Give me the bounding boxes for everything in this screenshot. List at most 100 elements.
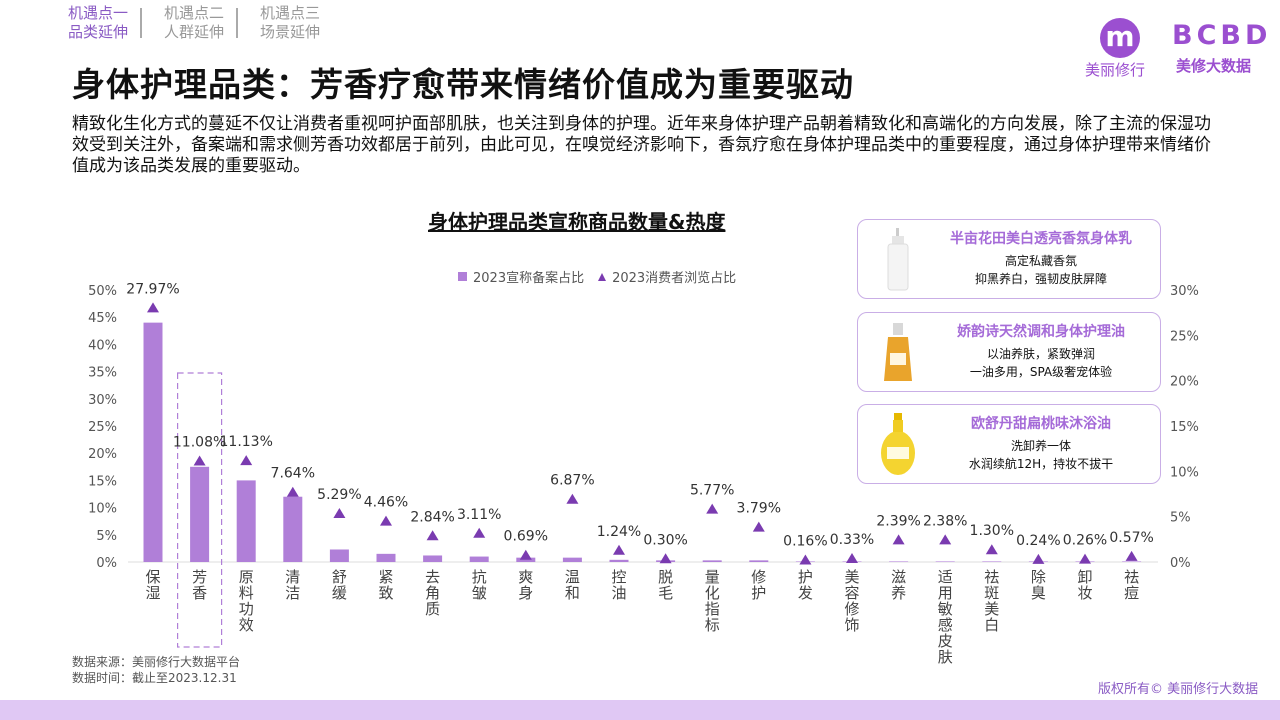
data-label: 0.57% [1109, 530, 1153, 546]
right-axis-tick-label: 25% [1170, 329, 1199, 344]
product-feature-2: 一油多用，SPA级奢宠体验 [969, 365, 1113, 379]
data-marker [426, 530, 439, 541]
data-label: 3.79% [737, 501, 781, 517]
data-time-line: 数据时间：截止至2023.12.31 [72, 671, 237, 685]
data-label: 0.33% [830, 532, 874, 548]
data-label: 2.39% [876, 513, 920, 529]
x-axis-tick-label: 祛斑美白 [984, 568, 999, 634]
right-axis-tick-label: 5% [1170, 511, 1191, 526]
x-axis-tick-label: 芳香 [192, 568, 207, 602]
x-axis-tick-label: 舒缓 [332, 568, 347, 602]
data-marker [892, 534, 905, 545]
x-axis-tick-label: 紧致 [378, 568, 393, 602]
product-card[interactable]: 欧舒丹甜扁桃味沐浴油 洗卸养一体 水润续航12H，持妆不拔干 [857, 404, 1161, 484]
data-source-line: 数据来源：美丽修行大数据平台 [72, 655, 241, 669]
footer-bar [0, 700, 1280, 720]
oil-bottle-icon [884, 323, 912, 381]
section-nav: 机遇点一 品类延伸 机遇点二 人群延伸 机遇点三 场景延伸 [68, 4, 320, 42]
data-label: 0.30% [643, 532, 687, 548]
nav-divider [140, 8, 143, 38]
data-marker [752, 521, 765, 532]
left-axis-tick-label: 10% [88, 502, 117, 517]
nav-item-3-line1: 机遇点三 [260, 4, 321, 22]
data-marker [1125, 550, 1138, 561]
data-marker [286, 486, 299, 497]
nav-item-3-line2: 场景延伸 [260, 23, 321, 41]
chart-legend: 2023宣称备案占比 2023消费者浏览占比 [458, 267, 736, 286]
copyright: 版权所有© 美丽修行大数据 [1098, 682, 1259, 697]
highlight-box [177, 372, 223, 648]
x-axis-tick-label: 保湿 [145, 568, 160, 602]
bar [143, 322, 163, 562]
bar [423, 555, 443, 562]
x-axis-tick-label: 原料功效 [239, 568, 254, 634]
x-axis-tick-label: 修护 [751, 568, 766, 602]
nav-item-1[interactable]: 机遇点一 品类延伸 [68, 4, 128, 42]
bar [376, 553, 396, 562]
left-axis-tick-label: 5% [96, 529, 117, 544]
bar [562, 557, 582, 562]
right-axis-tick-label: 10% [1170, 465, 1199, 480]
legend-marker-swatch [598, 272, 607, 281]
x-axis-tick-label: 清洁 [285, 568, 300, 602]
left-axis-tick-label: 20% [88, 447, 117, 462]
right-axis-tick-label: 30% [1170, 284, 1199, 299]
right-axis-tick-label: 20% [1170, 375, 1199, 390]
bar [935, 561, 955, 562]
meili-logo-text: 美丽修行 [1085, 61, 1146, 79]
product-feature-2: 水润续航12H，持妆不拔干 [968, 457, 1114, 471]
data-marker [240, 455, 253, 466]
data-label: 0.24% [1016, 533, 1060, 549]
data-source: 数据来源：美丽修行大数据平台 数据时间：截止至2023.12.31 [72, 654, 240, 686]
data-label: 6.87% [550, 473, 594, 489]
data-marker [147, 302, 159, 313]
page-title: 身体护理品类：芳香疗愈带来情绪价值成为重要驱动 [72, 65, 854, 104]
x-axis-tick-label: 卸妆 [1077, 568, 1092, 602]
data-label: 1.24% [597, 524, 641, 540]
page-description: 精致化生化方式的蔓延不仅让消费者重视呵护面部肌肤，也关注到身体的护理。近年来身体… [72, 114, 1211, 176]
data-marker [519, 549, 532, 560]
x-axis-tick-label: 控油 [611, 568, 626, 602]
data-label: 3.11% [457, 507, 501, 523]
data-label: 2.38% [923, 513, 967, 529]
data-label: 5.77% [690, 483, 734, 499]
x-axis-tick-label: 去角质 [425, 568, 440, 618]
bar [609, 559, 629, 562]
data-marker [985, 544, 998, 555]
nav-item-2-line1: 机遇点二 [164, 4, 225, 22]
bar [516, 557, 536, 562]
nav-item-3[interactable]: 机遇点三 场景延伸 [260, 4, 320, 42]
left-axis-tick-label: 25% [88, 420, 117, 435]
bar [283, 496, 303, 562]
chart-title: 身体护理品类宣称商品数量&热度 [428, 210, 726, 234]
bar [190, 466, 210, 562]
x-axis-tick-label: 脱毛 [658, 568, 673, 602]
product-card[interactable]: 半亩花田美白透亮香氛身体乳 高定私藏香氛 抑黑养白，强韧皮肤屏障 [857, 219, 1161, 299]
data-label: 27.97% [126, 281, 179, 297]
data-marker [613, 544, 625, 555]
x-axis-tick-label: 温和 [565, 568, 580, 602]
x-axis-tick-label: 爽身 [518, 568, 533, 602]
bar [329, 549, 349, 562]
data-marker [659, 553, 672, 564]
product-name: 娇韵诗天然调和身体护理油 [957, 324, 1125, 340]
bcbd-logo-text: 美修大数据 [1176, 57, 1252, 75]
x-axis-tick-label: 抗皱 [472, 568, 487, 602]
data-label: 0.69% [504, 529, 548, 545]
product-feature-1: 以油养肤，紧致弹润 [986, 347, 1095, 361]
bcbd-logo: BCBD [1172, 20, 1272, 51]
x-axis-tick-label: 除臭 [1031, 568, 1046, 602]
bar [889, 561, 909, 562]
left-axis-tick-label: 40% [88, 338, 117, 353]
bar [982, 561, 1002, 562]
x-axis-tick-label: 美容修饰 [844, 568, 859, 634]
product-feature-2: 抑黑养白，强韧皮肤屏障 [974, 272, 1107, 286]
data-marker [473, 527, 486, 538]
x-axis-tick-label: 适用敏感皮肤 [938, 568, 953, 666]
product-card[interactable]: 娇韵诗天然调和身体护理油 以油养肤，紧致弹润 一油多用，SPA级奢宠体验 [857, 312, 1161, 392]
x-axis-tick-label: 量化指标 [705, 568, 720, 634]
legend-marker-label: 2023消费者浏览占比 [612, 271, 737, 286]
nav-item-2[interactable]: 机遇点二 人群延伸 [164, 4, 224, 42]
shower-oil-bottle-icon [881, 413, 915, 475]
